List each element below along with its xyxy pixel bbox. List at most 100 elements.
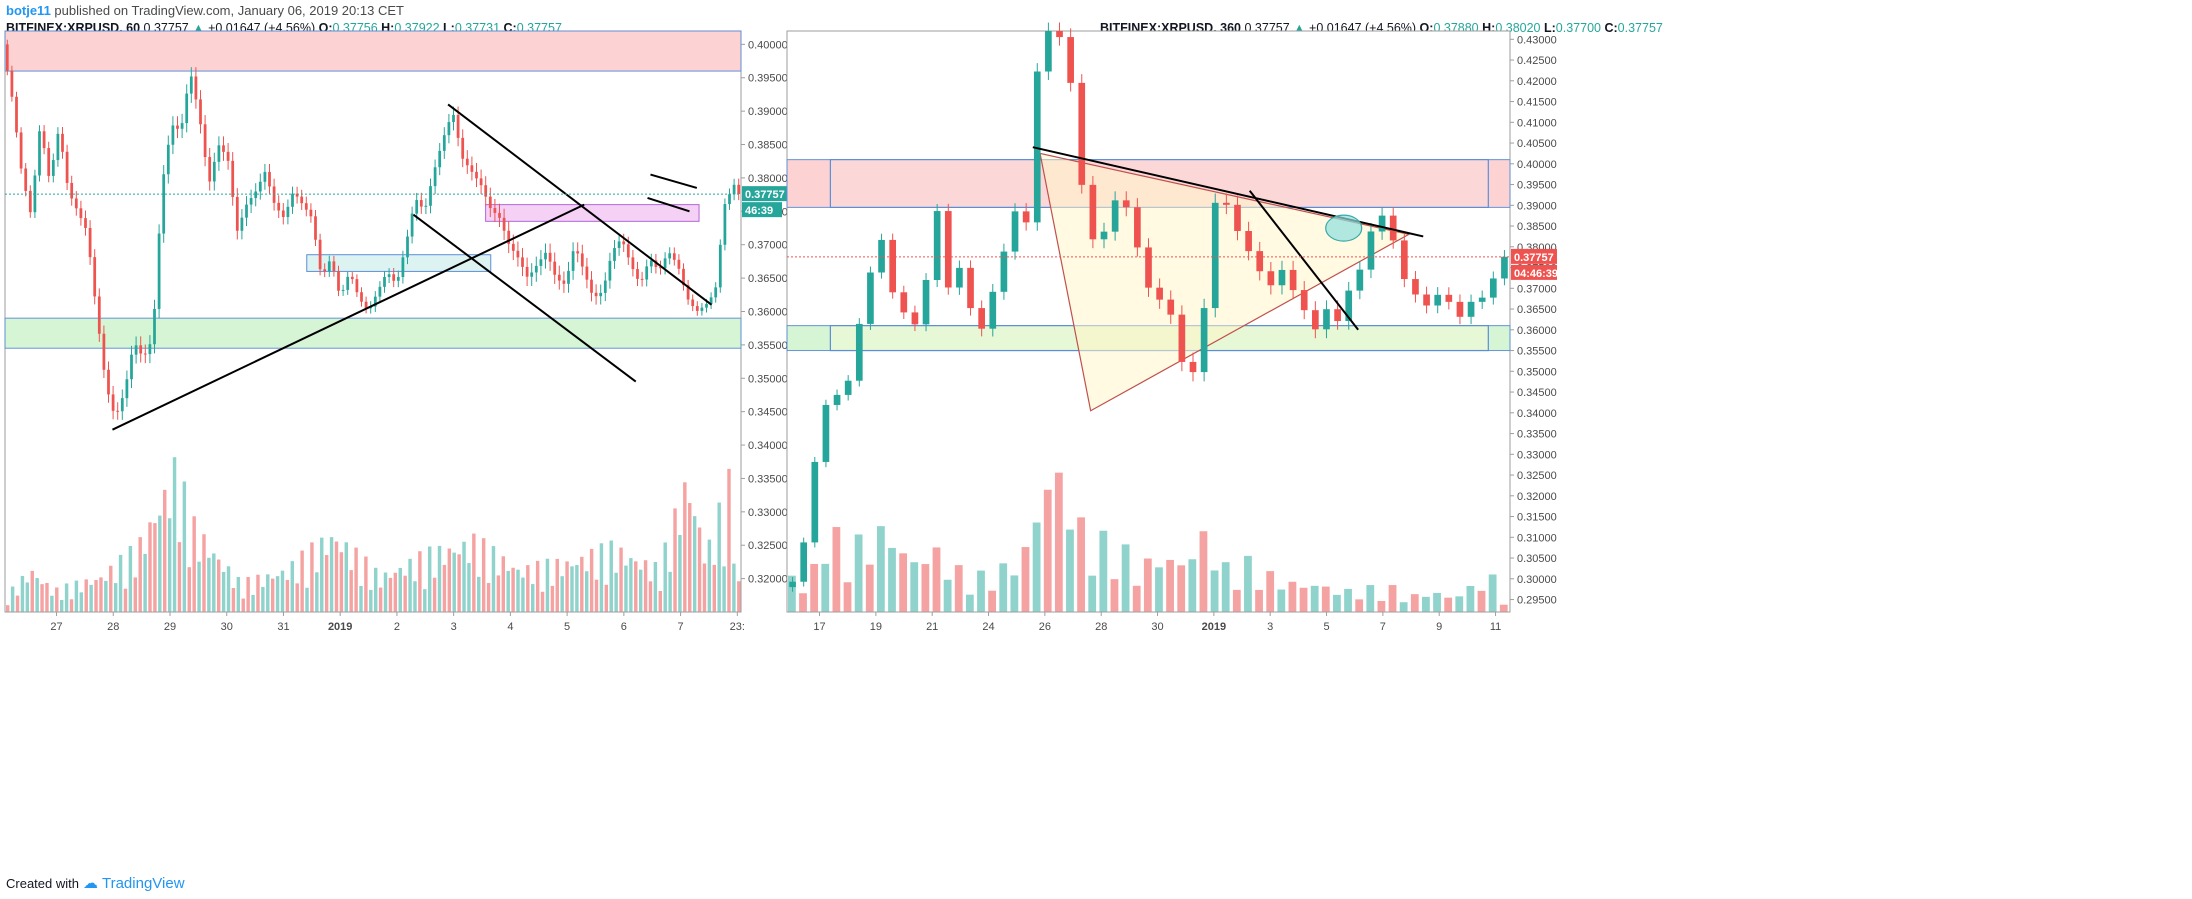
y-tick-label: 0.35000	[748, 373, 788, 385]
candle-body	[978, 308, 985, 329]
candle-body	[1445, 294, 1453, 302]
volume-bar	[369, 589, 373, 612]
volume-bar	[1099, 530, 1108, 612]
close-right: 0.37757	[1617, 21, 1663, 35]
y-tick-label: 0.38500	[1517, 221, 1557, 233]
candle-body	[332, 261, 336, 272]
candle-body	[176, 125, 179, 129]
volume-bar	[324, 555, 329, 612]
candle-body	[429, 186, 432, 206]
volume-bar	[535, 560, 540, 612]
volume-bar	[349, 570, 353, 612]
volume-bar	[64, 583, 69, 612]
volume-bar	[40, 584, 44, 612]
candle-body	[562, 280, 566, 284]
volume-bar	[584, 571, 589, 612]
candle-body	[822, 404, 830, 462]
x-tick-label: 2	[394, 621, 400, 633]
volume-bar	[74, 580, 79, 612]
candle-body	[65, 151, 69, 183]
y-tick-label: 0.33000	[748, 507, 788, 519]
candle-body	[663, 258, 667, 269]
candle-body	[350, 276, 354, 280]
candle-body	[19, 132, 23, 169]
candle-body	[1478, 297, 1486, 302]
candle-body	[424, 205, 428, 207]
volume-bar	[589, 548, 594, 612]
volume-bar	[1388, 585, 1397, 612]
candle-body	[346, 276, 350, 290]
candle-body	[695, 306, 699, 311]
volume-bar	[1377, 601, 1386, 612]
candle-body	[1078, 82, 1086, 185]
x-tick-label: 6	[621, 621, 627, 633]
volume-bar	[192, 516, 196, 612]
volume-bar	[1066, 529, 1074, 612]
volume-bar	[251, 594, 255, 612]
volume-bar	[109, 565, 113, 612]
candle-body	[493, 208, 497, 213]
candle-body	[1178, 314, 1186, 362]
volume-bar	[403, 575, 407, 612]
candle-body	[800, 542, 808, 582]
candle-body	[438, 150, 442, 168]
candle-body	[668, 253, 672, 259]
candle-body	[789, 581, 796, 588]
y-tick-label: 0.33500	[1517, 429, 1557, 441]
tradingview-logo-icon[interactable]: ☁	[82, 875, 98, 892]
author-link[interactable]: botje11	[6, 3, 51, 18]
volume-bar	[560, 576, 564, 612]
volume-bar	[727, 468, 731, 612]
volume-bar	[339, 552, 344, 612]
volume-bar	[609, 540, 613, 612]
volume-bar	[575, 565, 579, 612]
volume-bar	[999, 563, 1008, 612]
volume-bar	[688, 503, 692, 612]
candle-body	[88, 227, 92, 258]
y-tick-label: 0.34000	[748, 440, 788, 452]
volume-bar	[447, 548, 452, 612]
candle-body	[1356, 269, 1364, 291]
volume-bar	[89, 584, 93, 612]
candle-body	[640, 278, 644, 280]
x-tick-label: 4	[507, 621, 513, 633]
candle-body	[1067, 37, 1074, 83]
candle-body	[465, 158, 469, 166]
candle-body	[79, 208, 83, 219]
volume-bar	[599, 543, 604, 612]
volume-bar	[516, 569, 520, 612]
volume-bar	[221, 571, 226, 612]
candle-body	[286, 206, 290, 218]
candle-body	[553, 261, 557, 275]
volume-bar	[128, 545, 133, 612]
candle-body	[263, 171, 267, 182]
candle-body	[1211, 202, 1219, 309]
candle-body	[364, 301, 368, 309]
candle-body	[134, 345, 138, 355]
candle-body	[1033, 71, 1041, 223]
volume-bar	[932, 547, 941, 612]
candle-body	[911, 312, 919, 325]
candle-body	[28, 190, 32, 213]
volume-bar	[133, 577, 138, 612]
x-tick-label: 21	[926, 621, 938, 633]
volume-bar	[104, 580, 108, 612]
candle-body	[410, 213, 414, 237]
x-tick-label: 7	[1380, 621, 1386, 633]
volume-bar	[408, 558, 412, 612]
volume-bar	[270, 578, 275, 612]
candle-body	[341, 289, 345, 291]
volume-bar	[594, 579, 599, 612]
candle-body	[900, 292, 908, 313]
y-tick-label: 0.43000	[1517, 34, 1557, 46]
candle-body	[608, 260, 612, 281]
volume-bar	[1355, 599, 1364, 612]
candle-body	[107, 369, 110, 395]
trendline	[447, 103, 713, 306]
tradingview-brand[interactable]: TradingView	[101, 874, 185, 892]
volume-bar	[899, 553, 908, 612]
volume-bar	[285, 579, 290, 612]
volume-bar	[413, 581, 417, 612]
candle-body	[1312, 310, 1319, 330]
